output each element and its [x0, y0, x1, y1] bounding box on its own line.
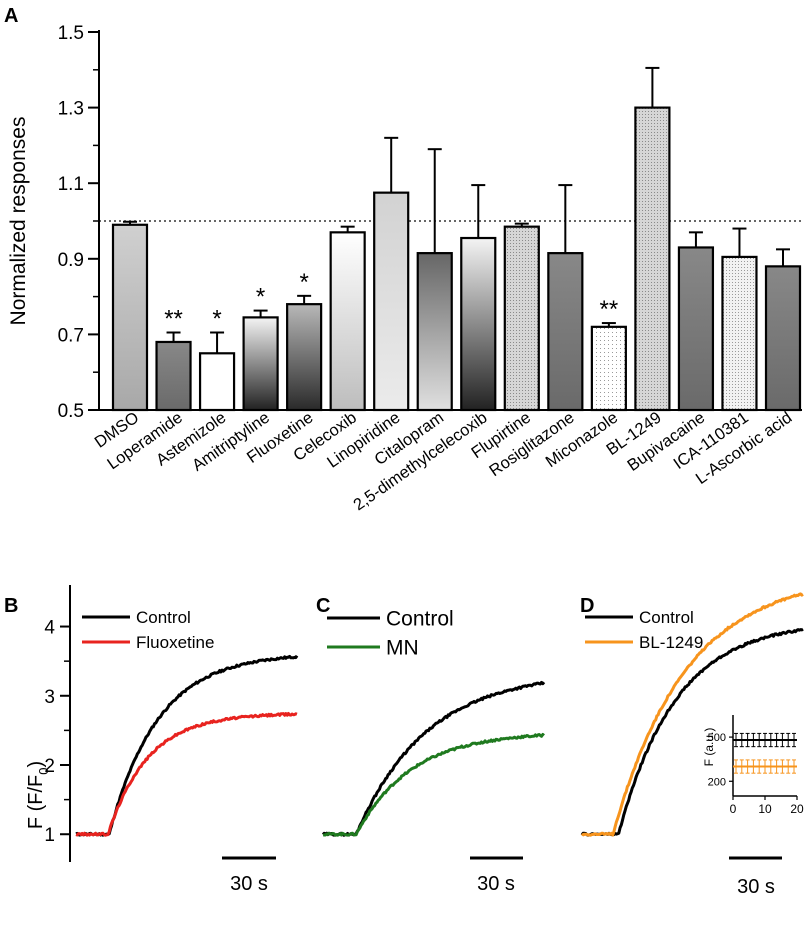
legend-label-control: Control [639, 608, 694, 627]
legend-label-mn: MN [386, 637, 419, 660]
panel-letter-a: A [4, 5, 18, 27]
panel-d-scalebar-label: 30 s [737, 876, 775, 898]
inset-ytick-label: 500 [708, 732, 726, 744]
trace-fluoxetine [75, 712, 298, 837]
bar-astemizole [198, 352, 236, 412]
panel-d-inset: F (a.u.) 200 500 0 10 20 [702, 715, 804, 816]
legend-label-control: Control [136, 608, 191, 627]
panel-a-ytick-label: 1.5 [58, 23, 84, 44]
bar-fluoxetine-significance: * [299, 269, 308, 296]
panel-b-ytick-label: 1 [44, 825, 55, 846]
bar-2-5-dimethylcelecoxib [460, 236, 497, 412]
panel-a-ytick-label: 1.3 [58, 99, 84, 120]
panel-letter-c: C [316, 595, 330, 617]
bar-rosiglitazone [547, 252, 584, 412]
bar-l-ascorbic-acid [764, 265, 802, 412]
inset-ytick-label: 200 [708, 776, 726, 788]
bar-amitriptyline [242, 316, 279, 412]
bar-astemizole-significance: * [212, 306, 221, 333]
bar-celecoxib [329, 231, 366, 412]
trace-control [75, 654, 299, 837]
bar-flupirtine [503, 225, 540, 412]
bar-citalopram [416, 252, 453, 412]
bar-miconazole-significance: ** [600, 296, 619, 323]
legend-label-bl-1249: BL-1249 [639, 633, 703, 652]
bar-amitriptyline-significance: * [256, 284, 265, 311]
inset-xtick-label: 20 [790, 802, 804, 816]
panel-b-scalebar-label: 30 s [230, 873, 268, 895]
inset-ylabel: F (a.u.) [702, 728, 716, 767]
legend-label-fluoxetine: Fluoxetine [136, 633, 214, 652]
bar-fluoxetine [286, 303, 323, 412]
trace-control [321, 680, 546, 837]
panel-b-ylabel: F (F/F0) [25, 761, 51, 829]
trace-bl-1249 [580, 592, 804, 837]
panel-d-trace-chart: Control BL-1249 30 s F (a.u.) 200 500 0 10 20 [580, 592, 804, 898]
trace-control [580, 627, 804, 837]
panel-b-ytick-label: 4 [44, 618, 55, 639]
bar-linopiridine [373, 191, 410, 412]
panel-b-ytick-label: 3 [44, 687, 55, 708]
panel-a-ytick-label: 1.1 [58, 174, 84, 195]
panel-c-trace-chart: Control MN 30 s [321, 608, 546, 895]
inset-xtick-label: 0 [730, 802, 737, 816]
panel-letter-d: D [580, 595, 594, 617]
panel-letter-b: B [4, 595, 18, 617]
bar-ica-110381 [721, 255, 758, 412]
bar-loperamide-significance: ** [164, 306, 183, 333]
panel-c-scalebar-label: 30 s [477, 873, 515, 895]
bar-dmso [111, 223, 149, 412]
panel-a-ytick-label: 0.5 [58, 401, 84, 422]
panel-b-trace-chart: F (F/F0) 1 2 3 4 Control Fluoxetine 30 s [25, 585, 299, 895]
panel-b-ylabel-sub: 0 [36, 768, 51, 775]
bar-bupivacaine [677, 246, 715, 412]
panel-b-ytick-label: 2 [44, 756, 55, 777]
trace-mn [322, 733, 545, 837]
panel-a-bar-chart: Normalized responses 0.50.70.91.11.31.5 … [7, 23, 802, 514]
bar-miconazole [590, 325, 627, 412]
legend-label-control: Control [386, 608, 454, 631]
bar-loperamide [155, 340, 192, 412]
panel-a-ytick-label: 0.7 [58, 325, 84, 346]
panel-a-ytick-label: 0.9 [58, 250, 84, 271]
panel-a-ylabel: Normalized responses [7, 117, 30, 326]
bar-bl-1249 [634, 106, 671, 412]
inset-xtick-label: 10 [758, 802, 772, 816]
